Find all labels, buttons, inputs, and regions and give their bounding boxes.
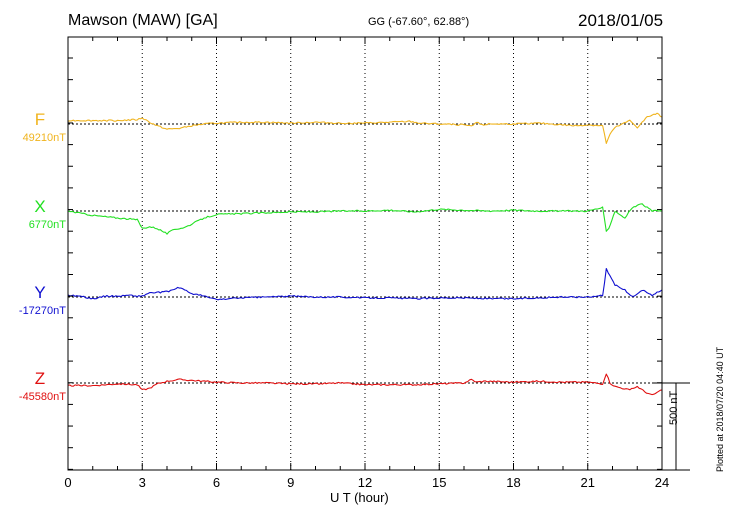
- baseline-value-f: 49210nT: [23, 132, 67, 144]
- series-line-x: [67, 203, 663, 235]
- component-label-x: X: [34, 197, 45, 216]
- x-tick-label-15: 15: [432, 475, 446, 490]
- component-label-z: Z: [35, 369, 45, 388]
- x-tick-label-9: 9: [287, 475, 294, 490]
- x-tick-label-0: 0: [64, 475, 71, 490]
- series-lines: [67, 112, 663, 396]
- baseline-value-z: -45580nT: [19, 391, 66, 403]
- x-tick-label-3: 3: [139, 475, 146, 490]
- plotted-timestamp: Plotted at 2018/07/20 04:40 UT: [715, 346, 725, 472]
- x-tick-label-12: 12: [358, 475, 372, 490]
- baseline-value-y: -17270nT: [19, 305, 66, 317]
- station-coordinates: GG (-67.60°, 62.88°): [368, 16, 470, 28]
- scale-bar: [652, 382, 690, 471]
- x-tick-label-6: 6: [213, 475, 220, 490]
- component-labels: F 49210nT X 6770nT Y -17270nT Z -45580nT: [19, 110, 66, 403]
- component-label-y: Y: [34, 283, 45, 302]
- x-tick-label-18: 18: [506, 475, 520, 490]
- x-tick-label-24: 24: [655, 475, 669, 490]
- x-tick-label-21: 21: [581, 475, 595, 490]
- component-label-f: F: [35, 110, 45, 129]
- station-title: Mawson (MAW) [GA]: [68, 12, 218, 29]
- x-axis-label: U T (hour): [330, 490, 389, 505]
- scale-bar-label: 500 nT: [668, 390, 680, 425]
- series-line-y: [67, 267, 663, 301]
- series-line-z: [67, 373, 663, 396]
- grid-lines: [141, 37, 589, 470]
- baseline-value-x: 6770nT: [29, 219, 67, 231]
- x-axis-ticks: 0 3 6 9 12 15 18 21 24: [64, 37, 669, 490]
- chart-date: 2018/01/05: [578, 11, 664, 30]
- series-line-f: [67, 112, 663, 144]
